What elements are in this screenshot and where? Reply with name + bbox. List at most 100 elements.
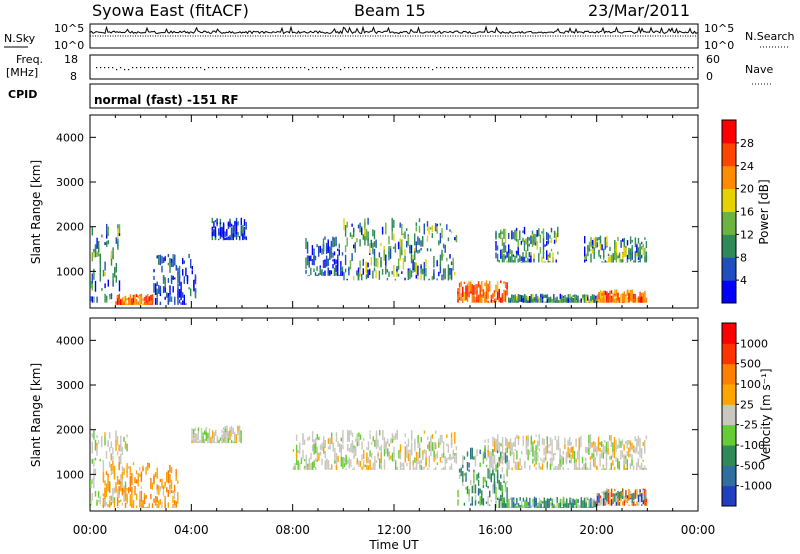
echo-cell xyxy=(213,432,215,444)
echo-cell xyxy=(91,296,93,303)
echo-cell xyxy=(471,297,473,303)
echo-cell xyxy=(110,441,112,449)
echo-cell xyxy=(485,501,488,504)
echo-cell xyxy=(641,296,643,303)
echo-cell xyxy=(637,459,640,468)
echo-cell xyxy=(112,488,114,501)
echo-cell xyxy=(493,290,496,294)
echo-cell xyxy=(365,274,368,280)
echo-cell xyxy=(169,285,171,295)
echo-cell xyxy=(326,458,328,470)
freq-dot xyxy=(412,67,414,69)
echo-cell xyxy=(535,434,537,437)
echo-cell xyxy=(548,297,550,303)
echo-cell xyxy=(172,260,174,267)
echo-cell xyxy=(517,435,520,445)
echo-cell xyxy=(442,453,445,458)
echo-cell xyxy=(102,497,105,505)
echo-cell xyxy=(94,457,97,461)
echo-cell xyxy=(93,268,95,280)
echo-cell xyxy=(224,426,226,432)
echo-cell xyxy=(644,256,646,263)
echo-cell xyxy=(615,294,618,303)
echo-cell xyxy=(139,490,141,500)
echo-cell xyxy=(107,226,109,237)
echo-cell xyxy=(162,275,165,284)
echo-cell xyxy=(613,447,616,459)
echo-cell xyxy=(321,458,323,462)
echo-cell xyxy=(614,248,616,260)
freq-dot xyxy=(340,69,342,71)
echo-cell xyxy=(156,496,158,503)
echo-cell xyxy=(170,480,173,489)
echo-cell xyxy=(387,469,389,470)
echo-cell xyxy=(116,295,119,299)
freq-dot xyxy=(304,67,306,69)
echo-cell xyxy=(457,291,459,294)
echo-cell xyxy=(211,229,213,232)
echo-cell xyxy=(599,448,601,452)
echo-cell xyxy=(452,260,454,265)
echo-cell xyxy=(121,466,124,472)
echo-cell xyxy=(596,241,599,245)
echo-cell xyxy=(338,275,340,276)
echo-cell xyxy=(411,442,413,451)
echo-cell xyxy=(327,258,329,266)
echo-cell xyxy=(310,255,312,261)
echo-cell xyxy=(580,298,582,303)
echo-cell xyxy=(313,439,315,444)
echo-cell xyxy=(588,299,590,303)
echo-cell xyxy=(604,293,606,302)
colorbar-tick-label: 12 xyxy=(740,228,754,241)
echo-cell xyxy=(622,252,624,260)
echo-cell xyxy=(546,250,548,260)
echo-cell xyxy=(468,291,470,298)
echo-cell xyxy=(572,448,574,459)
freq-dot xyxy=(480,67,482,69)
echo-cell xyxy=(500,458,502,464)
echo-cell xyxy=(473,471,475,484)
echo-cell xyxy=(531,236,534,247)
echo-cell xyxy=(492,301,494,303)
freq-dot xyxy=(384,67,386,69)
echo-cell xyxy=(533,450,536,462)
freq-dot xyxy=(392,67,394,69)
echo-cell xyxy=(120,435,122,447)
echo-cell xyxy=(556,466,558,470)
echo-cell xyxy=(417,275,419,280)
freq-dot xyxy=(512,67,514,69)
echo-cell xyxy=(559,498,562,506)
echo-cell xyxy=(194,274,197,285)
echo-cell xyxy=(308,255,310,262)
freq-dot xyxy=(628,67,630,69)
echo-cell xyxy=(153,476,155,485)
echo-cell xyxy=(423,223,425,235)
echo-cell xyxy=(629,491,632,494)
echo-cell xyxy=(379,430,381,436)
echo-cell xyxy=(182,269,184,275)
echo-cell xyxy=(642,467,644,470)
echo-cell xyxy=(497,467,499,470)
echo-cell xyxy=(124,488,127,497)
echo-cell xyxy=(591,244,594,248)
echo-cell xyxy=(331,468,333,470)
echo-cell xyxy=(614,488,616,492)
echo-cell xyxy=(644,495,646,502)
echo-cell xyxy=(602,452,604,459)
echo-cell xyxy=(316,438,318,441)
echo-cell xyxy=(542,501,544,504)
echo-cell xyxy=(605,457,608,466)
echo-cell xyxy=(159,486,162,492)
echo-cell xyxy=(431,434,434,439)
echo-cell xyxy=(107,279,109,287)
freq-dot xyxy=(124,69,126,71)
echo-cell xyxy=(107,481,109,492)
echo-cell xyxy=(503,473,505,482)
echo-cell xyxy=(202,440,204,444)
echo-cell xyxy=(479,284,481,297)
echo-cell xyxy=(637,437,640,447)
echo-cell xyxy=(404,433,406,438)
freq-dot xyxy=(380,67,382,69)
echo-cell xyxy=(115,263,117,273)
